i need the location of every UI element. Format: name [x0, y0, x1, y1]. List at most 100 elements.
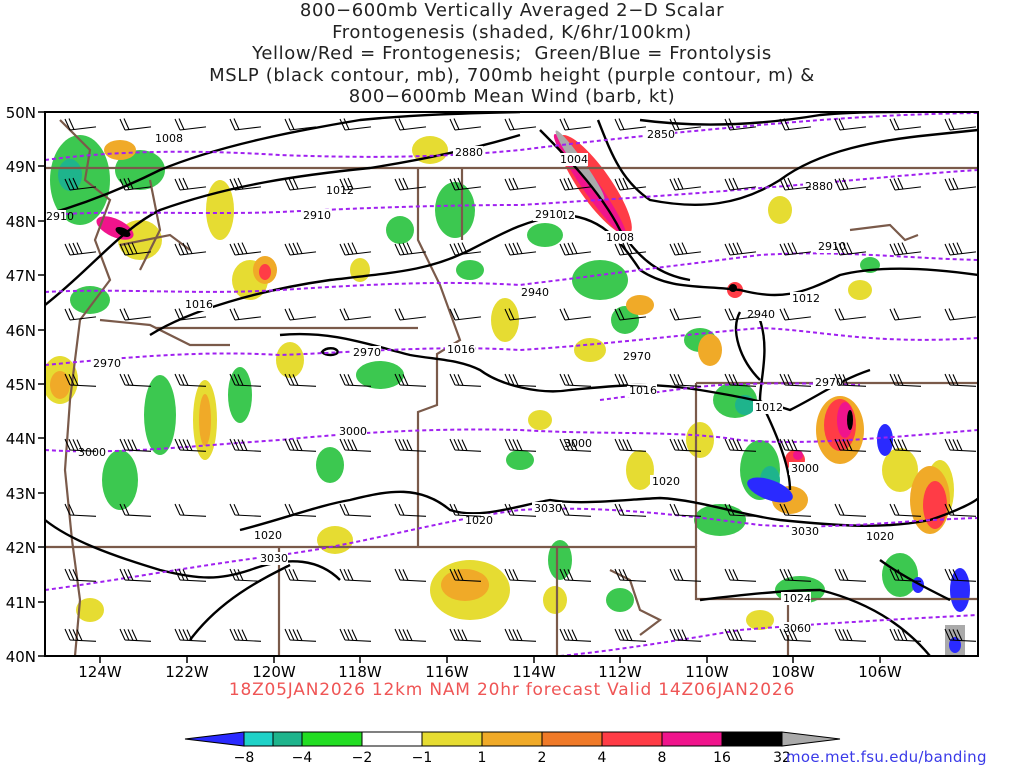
- wind-barb-flag: [512, 439, 519, 451]
- wind-barb-flag: [347, 177, 354, 190]
- wind-barb: [179, 251, 207, 256]
- wind-barb-flag: [732, 177, 739, 190]
- wind-barb-flag: [394, 373, 401, 386]
- wind-barb-flag: [559, 308, 566, 321]
- lon-label: 122W: [165, 663, 209, 681]
- wind-barb-flag: [622, 177, 629, 190]
- svg-text:3000: 3000: [339, 425, 367, 438]
- wind-barb-flag: [174, 438, 181, 451]
- wind-barb-flag: [233, 568, 240, 581]
- svg-text:2940: 2940: [747, 308, 775, 321]
- wind-barb: [69, 251, 97, 256]
- height-label: 2970: [621, 350, 651, 363]
- wind-barb: [234, 251, 262, 256]
- wind-barb: [894, 186, 922, 191]
- wind-barb-flag: [618, 308, 625, 320]
- wind-barb: [454, 449, 482, 452]
- wind-barb-flag: [901, 439, 908, 451]
- wind-barb-flag: [508, 243, 515, 255]
- wind-barb-flag: [504, 243, 511, 256]
- wind-barb: [564, 126, 592, 131]
- wind-barb: [784, 316, 812, 321]
- wind-barb-flag: [347, 569, 354, 581]
- wind-barb-flag: [893, 503, 900, 516]
- wind-barb: [509, 186, 537, 191]
- wind-barb-flag: [237, 242, 244, 255]
- wind-barb: [179, 579, 207, 582]
- svg-text:2910: 2910: [303, 209, 331, 222]
- wind-barb: [674, 251, 702, 256]
- wind-barb-flag: [229, 118, 236, 131]
- wind-barb-flag: [288, 503, 295, 516]
- wind-barb: [564, 449, 592, 452]
- wind-barb-flag: [893, 178, 900, 190]
- wind-barb-flag: [948, 628, 955, 641]
- wind-barb-flag: [838, 438, 845, 451]
- wind-barb-flag: [343, 118, 350, 130]
- wind-barb-flag: [398, 178, 405, 190]
- height-label: 3000: [337, 425, 367, 438]
- wind-barb: [564, 316, 592, 321]
- wind-barb: [124, 639, 152, 642]
- wind-barb: [234, 186, 262, 191]
- wind-barb: [949, 579, 977, 582]
- wind-barb-flag: [563, 308, 570, 320]
- wind-barb-flag: [449, 628, 456, 641]
- wind-barb: [289, 579, 317, 582]
- wind-barb: [729, 514, 757, 517]
- wind-barb-flag: [504, 438, 511, 451]
- wind-barb-flag: [119, 118, 126, 131]
- wind-barb-flag: [449, 568, 456, 581]
- wind-barb-flag: [296, 439, 303, 451]
- wind-barb-flag: [673, 568, 680, 581]
- wind-barb-flag: [559, 243, 566, 256]
- wind-barb: [619, 316, 647, 321]
- lat-label: 49N: [6, 158, 36, 176]
- wind-barb-flag: [944, 568, 951, 581]
- wind-barb-flag: [131, 439, 138, 451]
- wind-barb-flag: [618, 503, 625, 516]
- wind-barb-flag: [457, 374, 464, 386]
- wind-barb-flag: [457, 629, 464, 641]
- wind-barb-flag: [296, 242, 303, 254]
- wind-barb-flag: [72, 374, 79, 386]
- axis-ticks: [38, 111, 881, 663]
- wind-barb-flag: [736, 242, 743, 254]
- wind-barb-flag: [948, 308, 955, 320]
- wind-barb-flag: [677, 629, 684, 641]
- wind-barb-flag: [724, 628, 731, 641]
- wind-barb-flag: [398, 568, 405, 581]
- wind-barb-flag: [398, 373, 405, 386]
- wind-barb-flag: [673, 503, 680, 516]
- wind-barb: [509, 579, 537, 582]
- longitude-labels: 124W 122W 120W 118W 116W 114W 112W 110W …: [78, 663, 902, 681]
- wind-barb-flag: [402, 439, 409, 451]
- wind-barb-flag: [559, 568, 566, 581]
- wind-barb-flag: [956, 439, 963, 451]
- wind-barb-flag: [563, 373, 570, 386]
- wind-barb: [234, 316, 262, 321]
- wind-barb-flag: [669, 373, 676, 386]
- wind-barb-flag: [449, 308, 456, 321]
- wind-barb-flag: [952, 569, 959, 581]
- title-line-4: MSLP (black contour, mb), 700mb height (…: [209, 64, 815, 86]
- wind-barb-flag: [119, 308, 126, 321]
- wind-barb-flag: [893, 568, 900, 581]
- wind-barb-flag: [351, 242, 358, 254]
- wind-barb: [454, 126, 482, 131]
- wind-barb-flag: [563, 503, 570, 516]
- wind-barb-flag: [567, 374, 574, 386]
- wind-barb-flag: [343, 178, 350, 190]
- wind-barb-flag: [944, 308, 951, 321]
- wind-barb-flag: [728, 628, 735, 641]
- wind-barb: [454, 251, 482, 256]
- wind-barb-flag: [394, 243, 401, 256]
- wind-barb-flag: [229, 568, 236, 581]
- wind-barb-flag: [677, 242, 684, 255]
- wind-barb-flag: [842, 439, 849, 451]
- wind-barb: [674, 639, 702, 642]
- wind-barb-flag: [72, 439, 79, 451]
- height-label: 2940: [519, 286, 549, 299]
- wind-barb-flag: [614, 243, 621, 256]
- wind-barb-flag: [284, 438, 291, 451]
